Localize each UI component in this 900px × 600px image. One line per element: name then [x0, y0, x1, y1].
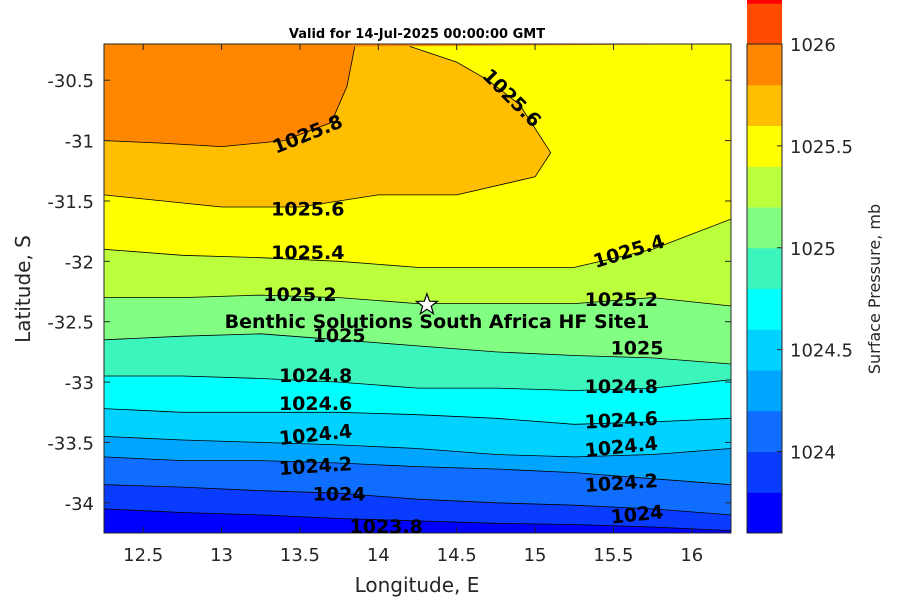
colorbar-swatch — [747, 44, 782, 86]
colorbar-swatch — [747, 125, 782, 167]
y-tick-label: -32 — [65, 252, 94, 273]
contour-fill-layer — [104, 44, 731, 533]
contour-label: 1025 — [313, 325, 366, 347]
contour-label: 1024.8 — [585, 376, 658, 398]
contour-line-1025 — [104, 333, 731, 365]
colorbar-swatch — [747, 247, 782, 289]
contour-line-1025.6 — [104, 46, 552, 208]
colorbar-swatch — [747, 370, 782, 412]
colorbar: 1024 1024.5 1025 1025.5 1026 — [746, 0, 853, 534]
colorbar-title: Surface Pressure, mb — [865, 204, 884, 374]
site-layer: Benthic Solutions South Africa HF Site1 — [225, 292, 650, 333]
x-axis-title: Longitude, E — [355, 573, 480, 597]
y-tick-label: -32.5 — [47, 313, 94, 334]
contour-line-1025.2 — [104, 294, 731, 307]
colorbar-swatch — [747, 329, 782, 371]
contour-label: 1024.8 — [279, 365, 352, 387]
colorbar-swatch — [747, 3, 782, 45]
colorbar-swatch — [747, 451, 782, 493]
contour-line-1024.6 — [104, 408, 731, 425]
colorbar-tick-label: 1025 — [790, 239, 836, 260]
contour-label: 1024.2 — [278, 453, 353, 480]
y-axis-ticks: -30.5 -31 -31.5 -32 -32.5 -33 -33.5 -34 — [47, 71, 731, 515]
y-axis-title: Latitude, S — [11, 235, 35, 343]
contour-band-1025.8 — [104, 44, 731, 147]
contour-label: 1024 — [610, 501, 665, 528]
y-tick-label: -31.5 — [47, 192, 94, 213]
plot-area — [104, 44, 731, 533]
contour-line-1024.4 — [104, 436, 731, 458]
contour-label: 1024.6 — [584, 408, 658, 434]
colorbar-swatch — [747, 0, 782, 4]
contour-label: 1024.2 — [584, 470, 659, 497]
colorbar-swatch — [747, 410, 782, 452]
contour-label: 1023.8 — [350, 516, 423, 538]
contour-line-1024.2 — [104, 456, 731, 486]
site-star-icon — [414, 292, 440, 316]
contour-label: 1025.2 — [263, 284, 336, 306]
x-tick-label: 13.5 — [280, 545, 320, 566]
colorbar-swatch — [747, 84, 782, 126]
site-label: Benthic Solutions South Africa HF Site1 — [225, 311, 650, 333]
y-tick-label: -33 — [65, 373, 94, 394]
contour-line-layer — [104, 46, 731, 531]
colorbar-tick-label: 1026 — [790, 35, 836, 56]
x-tick-label: 14.5 — [437, 545, 477, 566]
contour-label: 1025.6 — [271, 198, 344, 220]
contour-line-1025.8 — [104, 46, 356, 148]
x-tick-label: 15 — [524, 545, 547, 566]
contour-label: 1024 — [313, 483, 366, 505]
colorbar-tick-label: 1024 — [790, 443, 836, 464]
y-tick-label: -33.5 — [47, 433, 94, 454]
y-tick-label: -34 — [65, 494, 94, 515]
contour-label: 1024.6 — [279, 393, 352, 415]
x-tick-label: 16 — [680, 545, 703, 566]
colorbar-frame — [746, 43, 783, 534]
chart-title: Valid for 14-Jul-2025 00:00:00 GMT — [289, 27, 545, 42]
contour-line-1024 — [104, 484, 731, 516]
contour-label: 1025.2 — [585, 289, 658, 311]
colorbar-tick-label: 1024.5 — [790, 341, 853, 362]
x-tick-label: 12.5 — [123, 545, 163, 566]
colorbar-swatch — [747, 166, 782, 208]
x-tick-label: 14 — [367, 545, 390, 566]
plot-frame — [103, 43, 732, 534]
contour-line-1024.8 — [104, 375, 731, 391]
contour-line-1023.8 — [104, 508, 731, 531]
colorbar-swatch — [747, 492, 782, 534]
colorbar-swatch — [747, 288, 782, 330]
contour-line-1025.4 — [104, 218, 731, 268]
contour-label: 1025 — [611, 337, 664, 359]
y-tick-label: -30.5 — [47, 71, 94, 92]
x-tick-label: 15.5 — [593, 545, 633, 566]
colorbar-swatch — [747, 207, 782, 249]
x-tick-label: 13 — [210, 545, 233, 566]
colorbar-tick-label: 1025.5 — [790, 137, 853, 158]
x-axis-ticks: 12.5 13 13.5 14 14.5 15 15.5 16 — [123, 44, 703, 566]
y-tick-label: -31 — [65, 132, 94, 153]
contour-label: 1025.4 — [271, 242, 344, 264]
